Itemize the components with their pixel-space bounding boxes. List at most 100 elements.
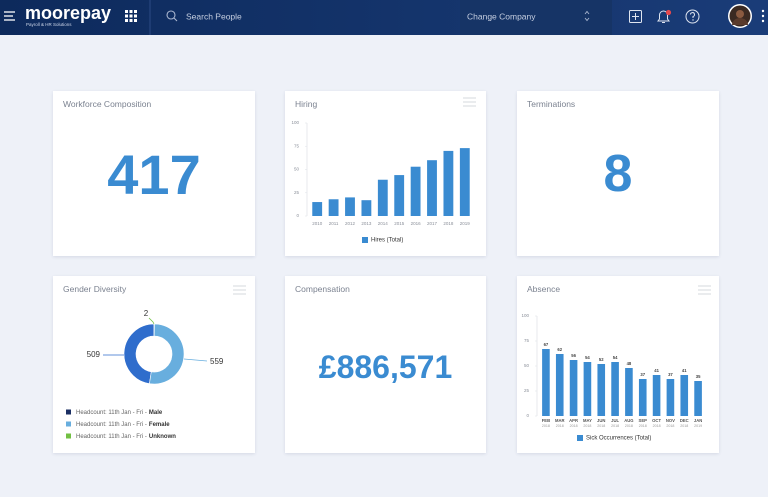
stat-value: 8 [603, 145, 633, 203]
x-tick-label: SEP [639, 418, 648, 423]
y-tick-label: 75 [294, 143, 300, 148]
bar [410, 166, 421, 216]
company-select-bg [460, 0, 612, 35]
x-tick-sublabel: 2018 [666, 424, 674, 428]
legend-swatch [577, 435, 583, 441]
bar [328, 199, 339, 216]
x-tick-sublabel: 2018 [583, 424, 591, 428]
card-title: Compensation [295, 284, 350, 294]
x-tick-label: FEB [542, 418, 550, 423]
legend-swatch [362, 237, 368, 243]
top-bar: moorepay Payroll & HR Solutions Search P… [0, 0, 768, 35]
hiring-card[interactable]: Hiring 0 25 50 75 100 2010 2011 2012 2013 2014 201… [285, 91, 486, 256]
legend-label: Headcount: 11th Jan - Fri - Female [76, 422, 170, 428]
add-button[interactable] [629, 10, 642, 23]
card-title: Hiring [295, 99, 318, 109]
legend-prefix: Headcount: 11th Jan - Fri - [76, 422, 147, 428]
data-label: 37 [640, 372, 645, 377]
x-tick-label: 2018 [443, 221, 454, 226]
y-tick-label: 75 [524, 338, 530, 343]
absence-card[interactable]: Absence 0 25 50 75 100 67 62 56 54 52 54 48 37 41 37 41… [517, 276, 719, 453]
compensation-card[interactable]: Compensation £886,571 [285, 276, 486, 453]
donut-slice [149, 323, 185, 385]
x-tick-label: JUL [611, 418, 619, 423]
x-tick-label: 2016 [411, 221, 422, 226]
data-label: 2 [144, 309, 149, 318]
x-tick-label: DEC [680, 418, 689, 423]
data-label: 37 [668, 372, 673, 377]
data-label: 67 [544, 342, 549, 347]
x-tick-label: NOV [666, 418, 675, 423]
leader-line [183, 358, 208, 362]
x-tick-label: OCT [652, 418, 661, 423]
x-tick-sublabel: 2018 [625, 424, 633, 428]
y-tick-label: 25 [294, 190, 300, 195]
x-tick-label: 2012 [345, 221, 356, 226]
legend-name: Unknown [149, 434, 176, 440]
bar [583, 362, 592, 416]
bar [443, 150, 454, 216]
bar [427, 160, 437, 216]
card-title: Terminations [527, 99, 576, 109]
data-label: 35 [696, 374, 701, 379]
data-label: 62 [557, 347, 562, 352]
legend-name: Female [149, 422, 170, 428]
x-tick-label: 2017 [427, 221, 438, 226]
notifications-button[interactable] [657, 9, 672, 23]
legend-prefix: Headcount: 11th Jan - Fri - [76, 410, 147, 416]
apps-button[interactable] [125, 10, 137, 22]
bar [694, 381, 702, 416]
menu-button[interactable] [4, 11, 15, 21]
data-label: 52 [599, 357, 604, 362]
card-menu[interactable] [463, 97, 476, 107]
more-button[interactable] [761, 9, 765, 23]
bar [345, 197, 355, 216]
card-title: Workforce Composition [63, 99, 152, 109]
help-button[interactable] [685, 9, 700, 24]
x-tick-sublabel: 2018 [611, 424, 619, 428]
bar [394, 175, 405, 216]
data-label: 41 [654, 368, 659, 373]
x-tick-label: AUG [624, 418, 633, 423]
x-tick-sublabel: 2018 [653, 424, 661, 428]
y-tick-label: 100 [521, 313, 529, 318]
bar [459, 148, 470, 216]
bar [680, 375, 689, 416]
data-label: 48 [627, 361, 632, 366]
x-tick-label: MAY [583, 418, 592, 423]
company-select[interactable]: Change Company [467, 10, 590, 21]
card-menu[interactable] [233, 285, 246, 295]
bar [361, 200, 372, 216]
x-tick-label: APR [569, 418, 578, 423]
stat-value: £886,571 [318, 349, 453, 385]
gender-card[interactable]: Gender Diversity 509 559 2 Headcount: 11th … [53, 276, 255, 453]
top-bar-icons: moorepay Payroll & HR Solutions Search P… [4, 0, 765, 35]
bar [652, 375, 661, 416]
search-box[interactable]: Search People [166, 10, 242, 22]
legend-label: Headcount: 11th Jan - Fri - Male [76, 410, 163, 416]
x-tick-label: 2011 [329, 221, 339, 226]
x-tick-sublabel: 2018 [680, 424, 688, 428]
data-label: 56 [571, 353, 576, 358]
bar [611, 362, 619, 416]
y-tick-label: 50 [524, 363, 530, 368]
workforce-card[interactable]: Workforce Composition 417 [53, 91, 255, 256]
user-avatar[interactable] [728, 4, 752, 28]
x-tick-sublabel: 2018 [556, 424, 564, 428]
x-tick-sublabel: 2019 [694, 424, 702, 428]
x-tick-sublabel: 2018 [639, 424, 647, 428]
card-menu[interactable] [698, 285, 711, 295]
y-tick-label: 100 [291, 120, 299, 125]
company-select-label: Change Company [467, 11, 536, 21]
card-title: Absence [527, 284, 561, 294]
logo[interactable]: moorepay [25, 3, 111, 23]
bar [542, 349, 550, 416]
bar [569, 360, 578, 416]
bar [312, 202, 323, 216]
terminations-card[interactable]: Terminations 8 [517, 91, 719, 256]
legend-label: Headcount: 11th Jan - Fri - Unknown [76, 434, 176, 440]
x-tick-sublabel: 2018 [597, 424, 605, 428]
